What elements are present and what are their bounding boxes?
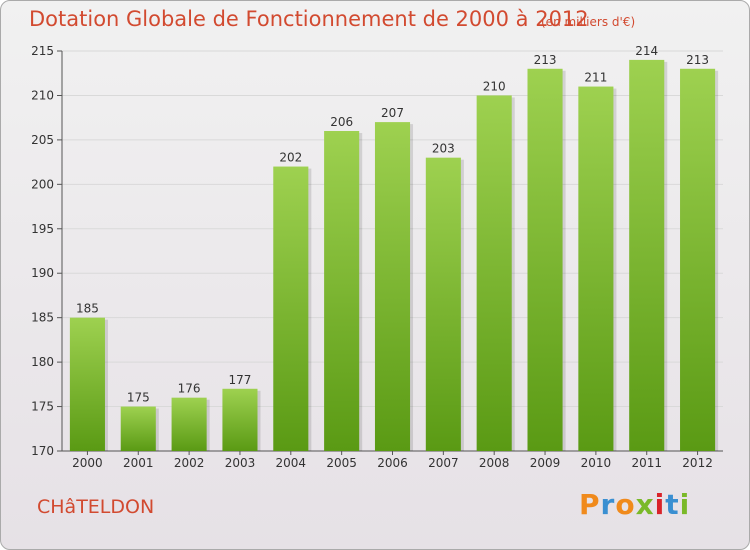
y-tick-label: 205 [31,133,54,147]
data-label: 175 [127,391,150,405]
bar [527,68,563,452]
bar [171,397,207,451]
logo-letter: o [615,488,636,521]
x-tick-label: 2000 [72,456,103,470]
data-label: 185 [76,302,99,316]
x-tick-label: 2008 [479,456,510,470]
bar [629,59,665,452]
proxiti-logo: Proxiti [579,488,690,521]
commune-name: CHâTELDON [37,496,155,518]
data-label: 207 [381,106,404,120]
x-tick-label: 2009 [530,456,561,470]
y-tick-label: 175 [31,400,54,414]
chart-title: Dotation Globale de Fonctionnement de 20… [29,7,589,31]
x-tick-label: 2001 [123,456,154,470]
bar [120,406,156,451]
x-tick-label: 2007 [428,456,459,470]
x-tick-label: 2004 [276,456,307,470]
data-label: 203 [432,142,455,156]
logo-letter: P [579,488,601,521]
data-label: 211 [584,71,607,85]
data-label: 213 [686,53,709,67]
bar [476,95,512,451]
data-label: 206 [330,115,353,129]
bar [578,86,614,452]
data-label: 202 [279,151,302,165]
x-tick-label: 2003 [225,456,256,470]
y-tick-label: 200 [31,177,54,191]
x-tick-label: 2002 [174,456,205,470]
data-label: 177 [229,373,252,387]
logo-letter: x [635,488,655,521]
data-label: 213 [534,53,557,67]
y-tick-label: 195 [31,222,54,236]
data-label: 214 [635,44,658,58]
chart-units: (en milliers d'€) [541,15,636,29]
bar [425,157,461,451]
bar [680,68,716,452]
y-tick-label: 190 [31,266,54,280]
data-label: 176 [178,382,201,396]
data-label: 210 [483,79,506,93]
bar [69,317,105,451]
x-tick-label: 2005 [326,456,357,470]
y-tick-label: 180 [31,355,54,369]
x-tick-label: 2010 [581,456,612,470]
x-tick-label: 2012 [682,456,713,470]
y-tick-label: 185 [31,311,54,325]
logo-letter: t [665,488,680,521]
y-tick-label: 210 [31,88,54,102]
x-tick-label: 2011 [631,456,662,470]
bar [374,122,411,451]
y-tick-label: 215 [31,44,54,58]
logo-letter: i [654,488,666,521]
logo-letter: i [679,488,691,521]
y-tick-label: 170 [31,444,54,458]
bar [273,166,309,452]
bar [324,131,360,451]
x-tick-label: 2006 [377,456,408,470]
bar [222,388,258,451]
logo-letter: r [600,488,616,521]
